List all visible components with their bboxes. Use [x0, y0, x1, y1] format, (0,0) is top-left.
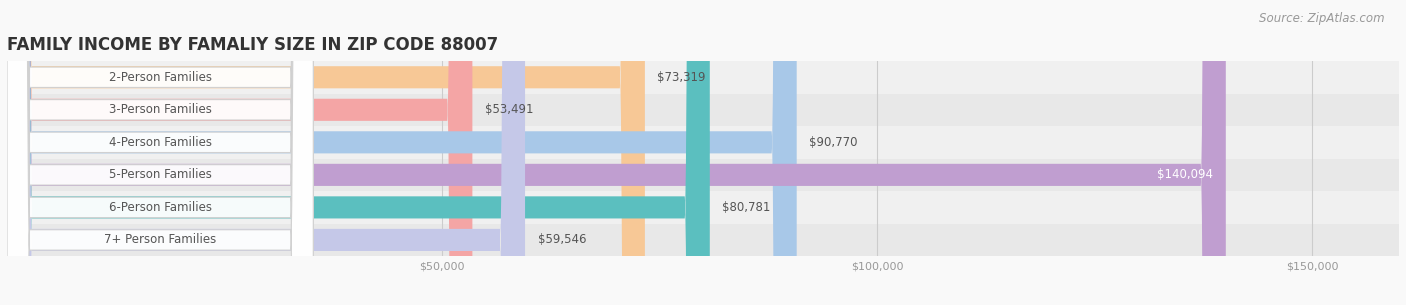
Bar [7, 126, 1399, 159]
FancyBboxPatch shape [7, 0, 314, 305]
FancyBboxPatch shape [7, 0, 524, 305]
Text: Source: ZipAtlas.com: Source: ZipAtlas.com [1260, 12, 1385, 25]
FancyBboxPatch shape [7, 0, 314, 305]
FancyBboxPatch shape [7, 0, 314, 305]
Text: $140,094: $140,094 [1157, 168, 1213, 181]
FancyBboxPatch shape [7, 0, 314, 305]
Text: 4-Person Families: 4-Person Families [108, 136, 212, 149]
Text: 3-Person Families: 3-Person Families [108, 103, 211, 116]
Text: $90,770: $90,770 [810, 136, 858, 149]
Bar [7, 191, 1399, 224]
FancyBboxPatch shape [7, 0, 710, 305]
FancyBboxPatch shape [7, 0, 314, 305]
Bar [7, 159, 1399, 191]
Bar [7, 94, 1399, 126]
FancyBboxPatch shape [7, 0, 1226, 305]
FancyBboxPatch shape [7, 0, 797, 305]
Text: $73,319: $73,319 [658, 71, 706, 84]
Text: $59,546: $59,546 [537, 233, 586, 246]
Text: FAMILY INCOME BY FAMALIY SIZE IN ZIP CODE 88007: FAMILY INCOME BY FAMALIY SIZE IN ZIP COD… [7, 36, 498, 54]
FancyBboxPatch shape [7, 0, 645, 305]
Text: $80,781: $80,781 [723, 201, 770, 214]
Text: 7+ Person Families: 7+ Person Families [104, 233, 217, 246]
Text: $53,491: $53,491 [485, 103, 533, 116]
Bar [7, 224, 1399, 256]
Text: 5-Person Families: 5-Person Families [108, 168, 211, 181]
Bar [7, 61, 1399, 94]
Text: 6-Person Families: 6-Person Families [108, 201, 212, 214]
Text: 2-Person Families: 2-Person Families [108, 71, 212, 84]
FancyBboxPatch shape [7, 0, 314, 305]
FancyBboxPatch shape [7, 0, 472, 305]
